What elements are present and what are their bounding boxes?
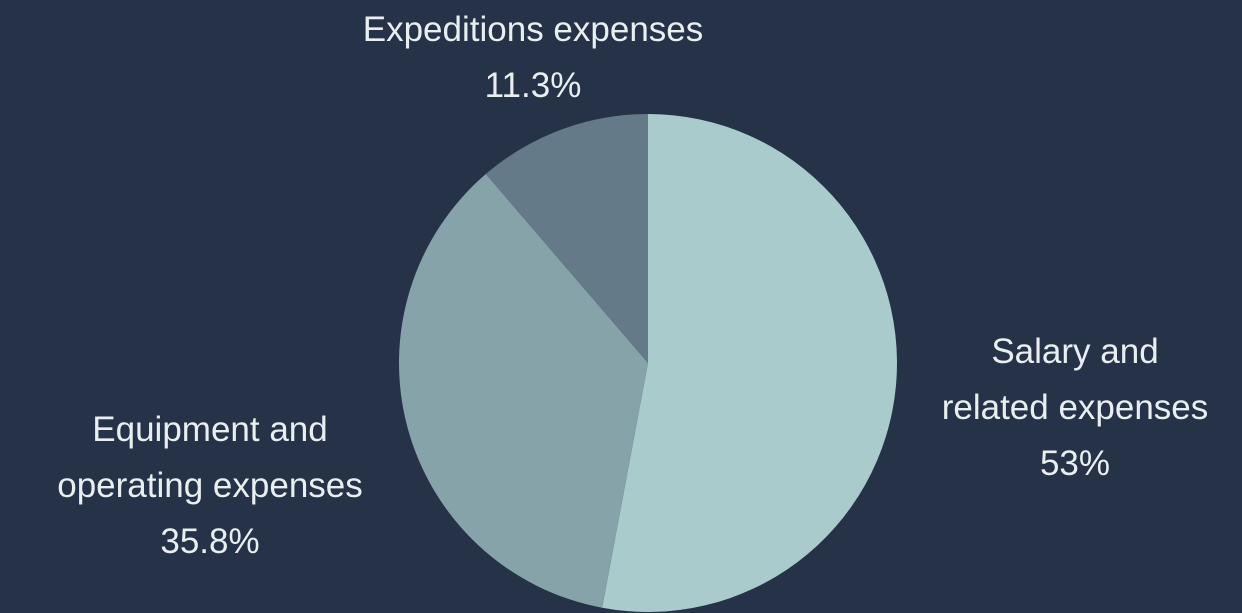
- value-label: 53%: [1039, 444, 1111, 483]
- category-label: Expeditions expenses: [362, 10, 704, 49]
- slice-label: Equipment and operating expenses 35.8%: [10, 402, 410, 570]
- category-label: Equipment and operating expenses: [57, 410, 363, 505]
- slice-label: Salary and related expenses 53%: [875, 324, 1242, 492]
- pie-slice: [602, 114, 897, 613]
- value-label: 35.8%: [160, 522, 260, 561]
- category-label: Salary and related expenses: [941, 332, 1209, 427]
- slice-label: Expeditions expenses 11.3%: [333, 2, 733, 114]
- pie-slice: [485, 114, 648, 363]
- pie-slice: [398, 174, 648, 608]
- value-label: 11.3%: [484, 66, 582, 105]
